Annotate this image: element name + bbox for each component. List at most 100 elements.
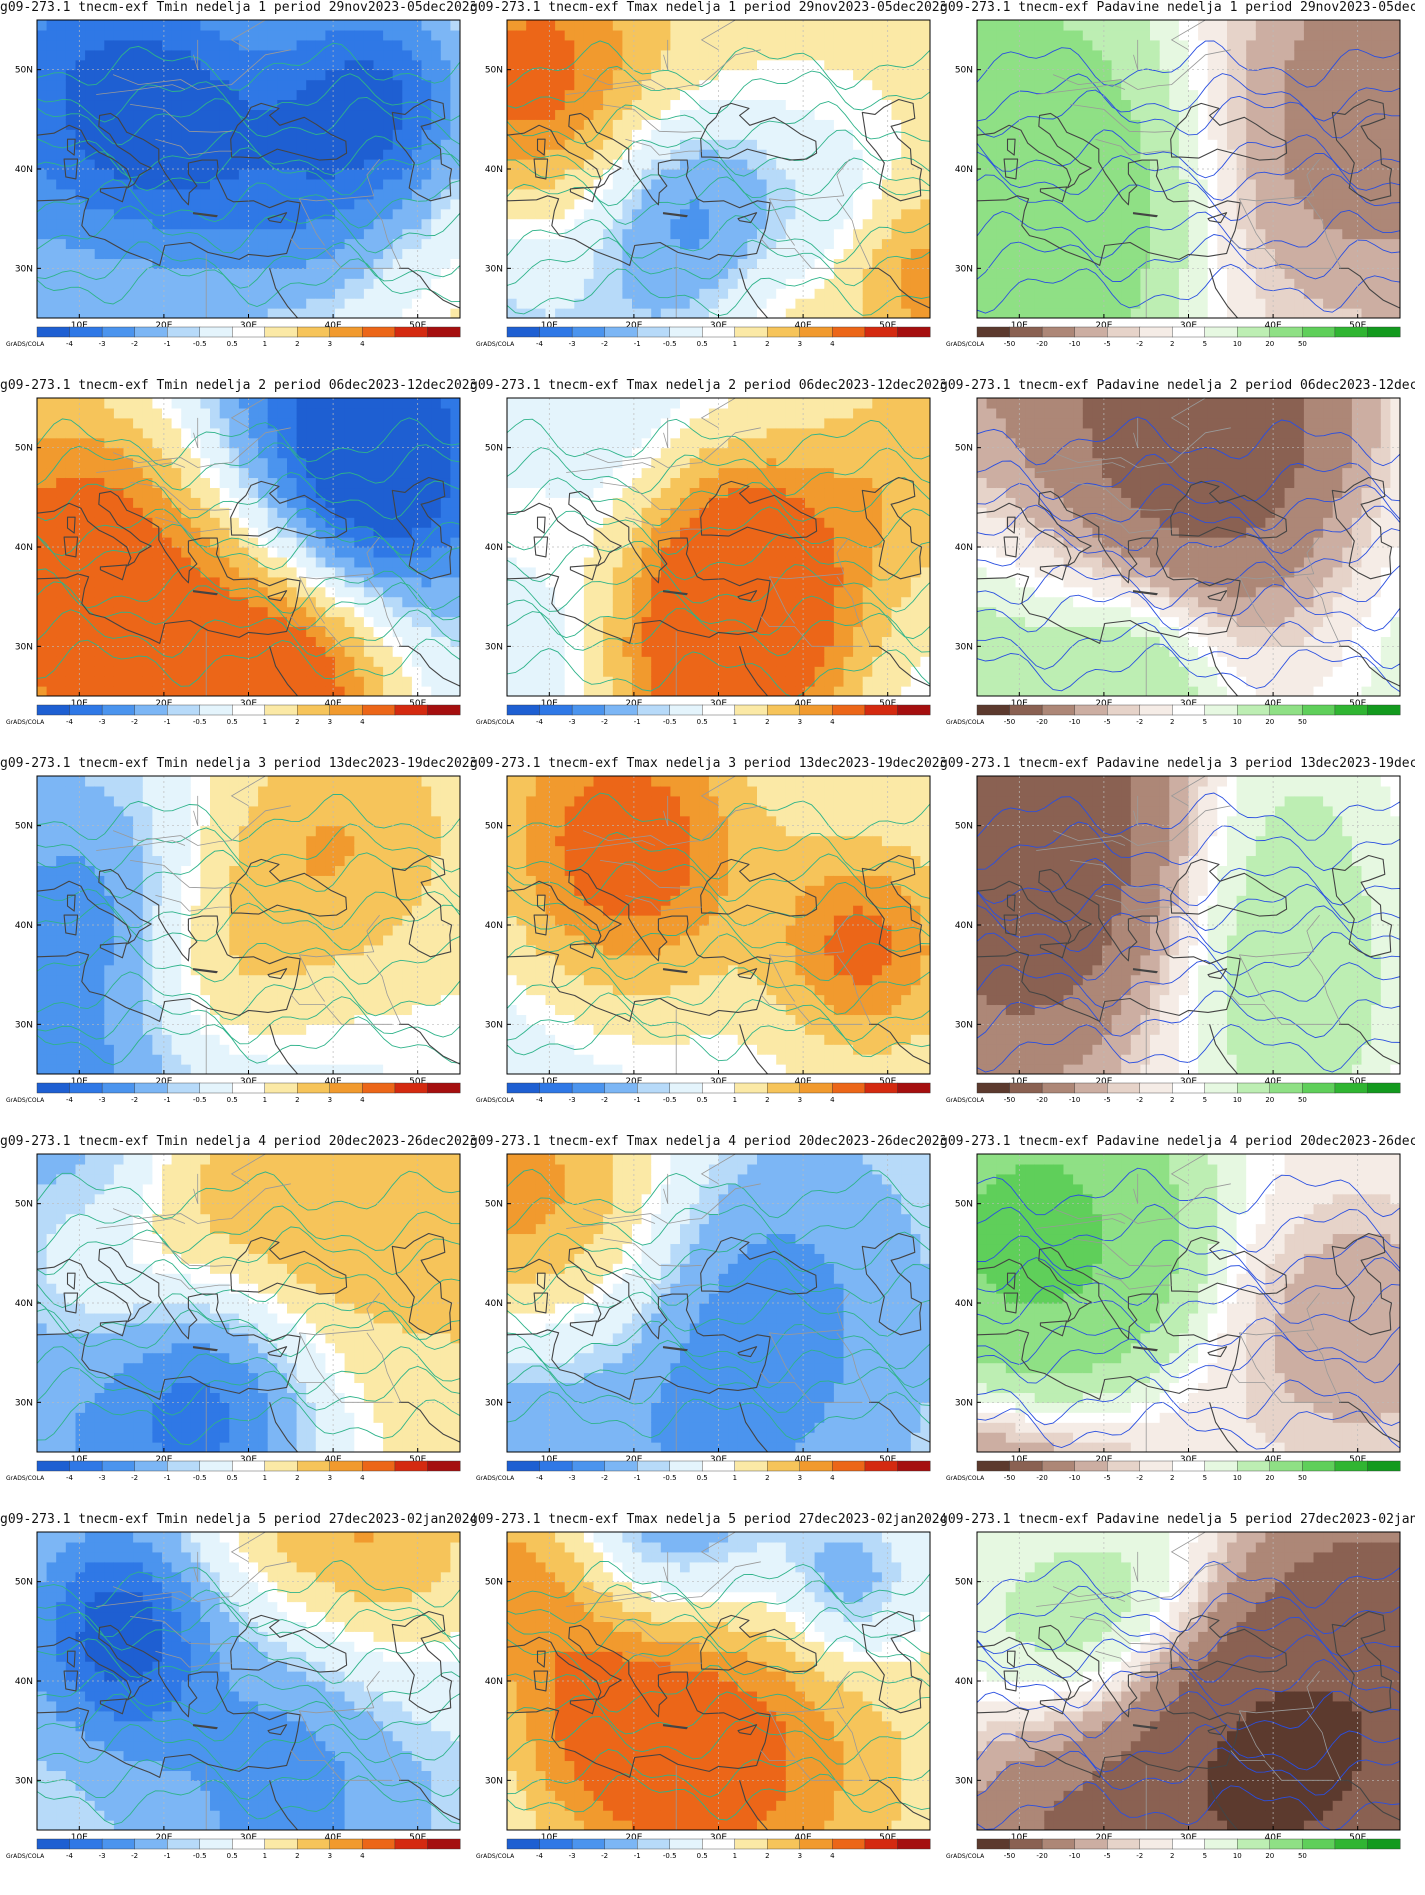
lon-tick-label: 20E <box>155 321 172 331</box>
country-borders <box>96 398 402 696</box>
colorbar-swatch <box>571 326 606 338</box>
lon-tick-label: 30E <box>1180 699 1197 709</box>
climatology-contours <box>37 1560 460 1826</box>
lat-tick-label: 40N <box>15 543 33 553</box>
colorbar-label: -3 <box>99 1096 106 1104</box>
colorbar-swatch <box>1074 704 1108 716</box>
colorbar-swatch <box>832 1082 866 1094</box>
coastlines <box>507 98 930 318</box>
colorbar-swatch <box>362 1082 396 1094</box>
colorbar-swatch <box>134 1838 168 1850</box>
colorbar-label: -1 <box>164 1096 171 1104</box>
colorbar-swatch <box>636 704 671 716</box>
colorbar-label: 20 <box>1265 1852 1274 1860</box>
panel-title: g09-273.1 tnecm-exf Tmax nedelja 4 perio… <box>470 1134 945 1150</box>
colorbar-swatch <box>864 1082 898 1094</box>
colorbar-label: 0.5 <box>227 1852 238 1860</box>
lat-tick-label: 50N <box>485 444 503 454</box>
map-figure: 50N 40N 30N 10E 20E 30E 40E 50E -4 -3 -2 -1 -0.5 0.5 1… <box>476 1531 931 1860</box>
lon-tick-label: 20E <box>155 1455 172 1465</box>
lat-tick-label: 50N <box>485 1578 503 1588</box>
colorbar-swatch <box>506 1082 540 1094</box>
colorbar-swatch <box>264 1460 298 1472</box>
colorbar-label: 1 <box>263 1096 267 1104</box>
lon-tick-label: 20E <box>155 1833 172 1843</box>
coastlines <box>977 1610 1400 1830</box>
colorbar-label: -0.5 <box>663 718 677 726</box>
colorbar-swatch <box>329 704 363 716</box>
lon-tick-label: 10E <box>71 1833 88 1843</box>
country-borders <box>566 20 872 318</box>
colorbar: -4 -3 -2 -1 -0.5 0.5 1 2 3 4 <box>506 326 931 348</box>
colorbar-swatch <box>1074 1838 1108 1850</box>
lon-tick-label: 10E <box>1011 1077 1028 1087</box>
lat-tick-label: 30N <box>955 642 973 652</box>
colorbar-label: -1 <box>164 1474 171 1482</box>
lon-tick-label: 30E <box>710 1077 727 1087</box>
colorbar-label: -10 <box>1069 718 1080 726</box>
forecast-panel: g09-273.1 tnecm-exf Tmax nedelja 1 perio… <box>470 0 945 378</box>
colorbar-label: -10 <box>1069 1096 1080 1104</box>
lon-tick-label: 40E <box>325 321 342 331</box>
colorbar-swatch <box>69 704 103 716</box>
colorbar-label: -20 <box>1036 1852 1047 1860</box>
colorbar-label: 2 <box>295 718 299 726</box>
colorbar-swatch <box>767 1838 801 1850</box>
colorbar-label: -2 <box>1136 1096 1143 1104</box>
country-borders <box>1036 20 1342 318</box>
colorbar-label: -5 <box>1104 718 1111 726</box>
lon-tick-label: 30E <box>240 1455 257 1465</box>
map-figure: 50N 40N 30N 10E 20E 30E 40E 50E -4 -3 -2 -1 -0.5 0.5 1… <box>6 775 461 1104</box>
colorbar-swatch <box>1171 1838 1206 1850</box>
colorbar-label: 3 <box>798 1096 802 1104</box>
lat-tick-label: 30N <box>15 264 33 274</box>
lon-tick-label: 20E <box>155 699 172 709</box>
colorbar-swatch <box>427 326 461 338</box>
colorbar-swatch <box>571 704 606 716</box>
colorbar-label: 50 <box>1298 1852 1307 1860</box>
lat-tick-label: 30N <box>955 1020 973 1030</box>
colorbar-swatch <box>166 326 201 338</box>
colorbar-swatch <box>1367 1460 1401 1472</box>
lon-tick-label: 40E <box>795 321 812 331</box>
colorbar-swatch <box>329 1838 363 1850</box>
colorbar-label: 1 <box>263 718 267 726</box>
colorbar-label: 5 <box>1203 1474 1207 1482</box>
lon-tick-label: 50E <box>1349 1455 1366 1465</box>
colorbar-label: -2 <box>601 1852 608 1860</box>
colorbar-label: -2 <box>131 340 138 348</box>
colorbar: -4 -3 -2 -1 -0.5 0.5 1 2 3 4 <box>506 1460 931 1482</box>
colorbar-label: -1 <box>634 718 641 726</box>
colorbar-swatch <box>394 326 428 338</box>
lon-tick-label: 30E <box>240 1077 257 1087</box>
lon-tick-label: 10E <box>71 1077 88 1087</box>
colorbar-label: -0.5 <box>193 1474 207 1482</box>
colorbar-swatch <box>1074 1460 1108 1472</box>
colorbar-label: -2 <box>131 1474 138 1482</box>
colorbar-label: -3 <box>569 718 576 726</box>
colorbar-swatch <box>604 1082 638 1094</box>
colorbar-swatch <box>734 1838 768 1850</box>
lon-tick-label: 20E <box>1095 321 1112 331</box>
colorbar-swatch <box>231 1460 266 1472</box>
colorbar-label: 3 <box>328 1474 332 1482</box>
colorbar-label: 0.5 <box>697 718 708 726</box>
colorbar-swatch <box>799 326 833 338</box>
country-borders <box>1036 776 1342 1074</box>
colorbar-swatch <box>1106 326 1141 338</box>
colorbar-swatch <box>976 1460 1010 1472</box>
lat-tick-label: 40N <box>485 1299 503 1309</box>
colorbar-label: -0.5 <box>193 1096 207 1104</box>
colorbar-swatch <box>1269 1460 1303 1472</box>
forecast-panel: g09-273.1 tnecm-exf Padavine nedelja 3 p… <box>940 756 1415 1134</box>
colorbar-label: 3 <box>328 1852 332 1860</box>
colorbar-swatch <box>1237 1082 1271 1094</box>
colorbar-label: 4 <box>830 1852 835 1860</box>
colorbar-swatch <box>199 1082 233 1094</box>
anomaly-field <box>977 1154 1400 1452</box>
colorbar-label: -3 <box>569 1852 576 1860</box>
colorbar-swatch <box>1367 1838 1401 1850</box>
colorbar-label: -3 <box>569 340 576 348</box>
colorbar-swatch <box>231 1838 266 1850</box>
